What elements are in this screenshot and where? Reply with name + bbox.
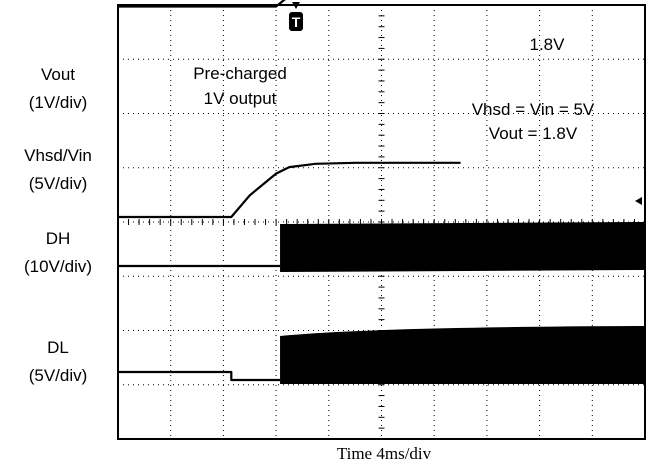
channel-name-dh: DH xyxy=(46,229,71,248)
annotation-pre-charged: Pre-charged xyxy=(193,64,287,83)
channel-name-vhsd-vin: Vhsd/Vin xyxy=(24,146,92,165)
x-axis-label: Time 4ms/div xyxy=(337,444,432,463)
annotation-1-8v: 1.8V xyxy=(530,35,566,54)
trace-dl xyxy=(118,370,281,382)
channel-name-vout: Vout xyxy=(41,65,75,84)
channel-scale-vout: (1V/div) xyxy=(29,93,88,112)
right-edge-marker-icon xyxy=(635,197,642,205)
x-axis-label-scale: 4ms/div xyxy=(376,444,431,463)
dh-switching-band xyxy=(280,222,645,272)
x-axis-label-prefix: Time xyxy=(337,444,377,463)
channel-name-dl: DL xyxy=(47,338,69,357)
dl-switching-band xyxy=(280,326,645,384)
channel-scale-vhsd-vin: (5V/div) xyxy=(29,174,88,193)
annotation-vhsd-vin: Vhsd = Vin = 5V xyxy=(472,100,595,119)
trace-vout xyxy=(118,0,286,8)
trigger-marker: T xyxy=(289,2,303,31)
annotation-vout: Vout = 1.8V xyxy=(489,124,578,143)
channel-scale-dh: (10V/div) xyxy=(24,257,92,276)
trace-vhsd-vin xyxy=(118,161,461,219)
trigger-box xyxy=(289,12,303,31)
annotation-1v-output: 1V output xyxy=(204,89,277,108)
channel-scale-dl: (5V/div) xyxy=(29,366,88,385)
trigger-label: T xyxy=(292,14,301,30)
trigger-arrow-icon xyxy=(292,2,300,9)
